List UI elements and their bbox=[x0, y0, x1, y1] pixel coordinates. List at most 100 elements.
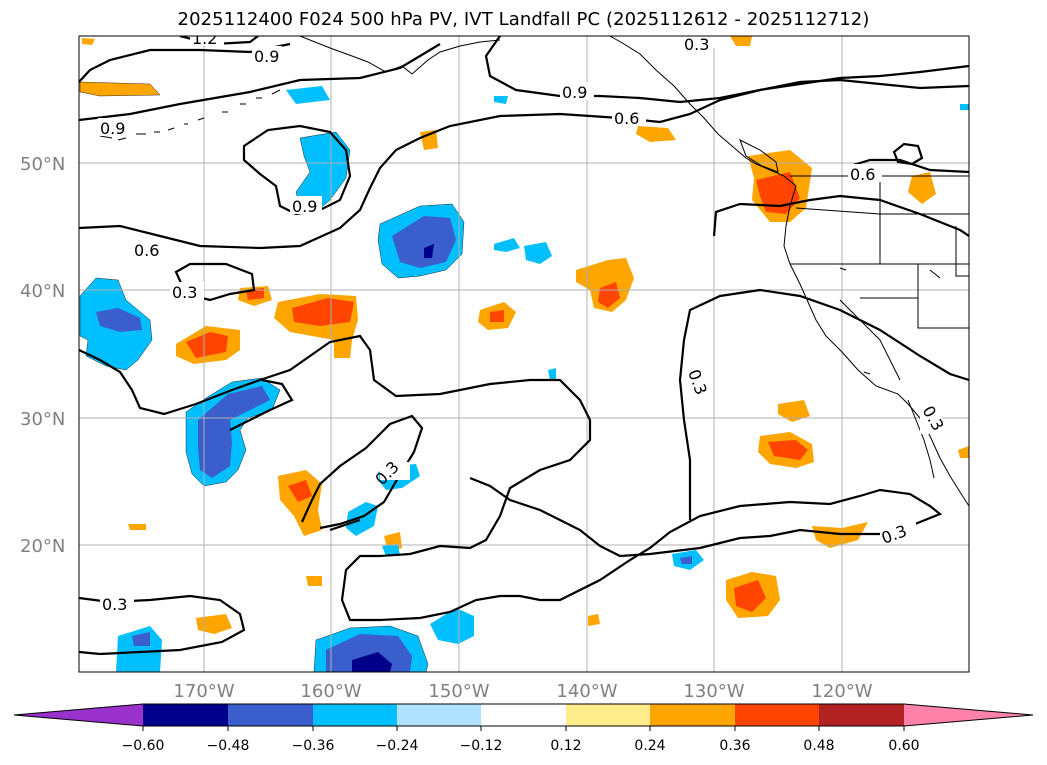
contour-0-6 bbox=[712, 194, 969, 237]
colorbar-label: −0.12 bbox=[460, 738, 503, 754]
contour-label: 0.6 bbox=[850, 165, 875, 184]
lon-label-140w: 140°W bbox=[556, 681, 617, 702]
negative-anomaly-patch bbox=[326, 634, 412, 672]
colorbar-label: 0.12 bbox=[550, 738, 581, 754]
contour-0-3 bbox=[79, 334, 943, 622]
positive-anomaly-patch bbox=[292, 298, 354, 326]
colorbar-label: −0.24 bbox=[376, 738, 419, 754]
contour-ring bbox=[892, 142, 924, 166]
vancouver-island bbox=[739, 138, 779, 173]
map-frame bbox=[78, 35, 970, 673]
contour-0-6 bbox=[79, 78, 969, 250]
negative-anomaly-patch bbox=[286, 86, 330, 104]
colorbar-segment bbox=[650, 704, 735, 726]
colorbar-label: 0.24 bbox=[634, 738, 665, 754]
negative-anomaly-patch bbox=[494, 238, 520, 252]
positive-anomaly-patch bbox=[306, 576, 322, 586]
contour-0-3 bbox=[678, 288, 969, 520]
colorbar-label: 0.48 bbox=[803, 738, 834, 754]
contour-label: 0.3 bbox=[102, 595, 127, 614]
negative-anomaly-patch bbox=[392, 216, 456, 268]
latitude-labels: 50°N 40°N 30°N 20°N bbox=[20, 154, 65, 557]
colorbar-min-extend bbox=[14, 704, 143, 726]
positive-anomaly-patch bbox=[490, 310, 504, 322]
negative-anomaly-patch bbox=[430, 608, 474, 644]
lat-label-50n: 50°N bbox=[20, 154, 65, 175]
contour-0-9 bbox=[242, 124, 352, 216]
colorbar-ticks bbox=[142, 726, 905, 731]
contour-label: 0.9 bbox=[292, 197, 317, 216]
negative-anomaly-patch bbox=[382, 544, 400, 556]
alaska-coastline bbox=[299, 36, 501, 75]
baja-peninsula bbox=[907, 399, 935, 479]
positive-anomaly-patch bbox=[288, 480, 312, 502]
colorbar-label: −0.36 bbox=[292, 738, 335, 754]
colorbar: −0.60 −0.48 −0.36 −0.24 −0.12 0.12 0.24 … bbox=[13, 703, 1034, 754]
positive-anomaly-patch bbox=[79, 81, 161, 97]
contour-0-6 bbox=[849, 158, 969, 174]
pv-contours bbox=[79, 36, 969, 656]
contour-0-3 bbox=[79, 594, 246, 656]
colorbar-segment bbox=[819, 704, 904, 726]
negative-anomaly-patch bbox=[116, 626, 162, 672]
colorbar-segment bbox=[313, 704, 397, 726]
north-america-coastline bbox=[609, 36, 969, 507]
colorbar-segment bbox=[143, 704, 228, 726]
contour-label: 0.9 bbox=[100, 119, 125, 138]
negative-anomaly-patch bbox=[424, 244, 434, 258]
colorbar-segment bbox=[397, 704, 481, 726]
negative-anomaly-patch bbox=[96, 308, 142, 332]
colorbar-segment bbox=[566, 704, 650, 726]
contour-labels: 1.2 0.9 0.9 0.9 0.9 0.6 0.6 0.6 0.3 0.3 … bbox=[98, 35, 948, 614]
colorbar-label: −0.60 bbox=[122, 738, 165, 754]
contour-0-9 bbox=[79, 43, 441, 122]
colorbar-label: 0.60 bbox=[888, 738, 919, 754]
colorbar-segment bbox=[735, 704, 819, 726]
positive-anomaly-patch bbox=[908, 172, 936, 204]
lon-label-160w: 160°W bbox=[300, 681, 361, 702]
positive-anomaly-patch bbox=[196, 614, 232, 634]
contour-label: 0.6 bbox=[614, 109, 639, 128]
positive-anomaly-patch bbox=[730, 36, 752, 46]
colorbar-segment bbox=[228, 704, 313, 726]
longitude-labels: 170°W 160°W 150°W 140°W 130°W 120°W bbox=[173, 681, 872, 702]
positive-anomaly-patch bbox=[636, 126, 676, 142]
positive-anomaly-patch bbox=[82, 38, 95, 45]
colorbar-label: 0.36 bbox=[719, 738, 750, 754]
lon-label-170w: 170°W bbox=[173, 681, 234, 702]
negative-anomaly-patch bbox=[198, 386, 270, 478]
contour-label: 0.6 bbox=[134, 241, 159, 260]
lat-label-30n: 30°N bbox=[20, 409, 65, 430]
positive-anomaly-patch bbox=[588, 614, 600, 626]
negative-anomaly-patch bbox=[960, 104, 969, 110]
contour-0-3 bbox=[329, 518, 361, 532]
negative-anomaly-patch bbox=[524, 242, 552, 264]
contour-0-3 bbox=[300, 414, 424, 530]
contour-label: 0.9 bbox=[254, 47, 279, 66]
negative-anomaly-patch bbox=[132, 632, 150, 646]
contour-label: 0.9 bbox=[562, 83, 587, 102]
positive-anomaly-patch bbox=[420, 130, 438, 150]
colorbar-max-extend bbox=[904, 704, 1033, 726]
negative-anomaly-patch bbox=[548, 368, 556, 380]
negative-anomaly-patch bbox=[680, 556, 692, 564]
contour-label: 0.3 bbox=[684, 35, 709, 54]
contour-0-3 bbox=[229, 378, 294, 431]
positive-anomaly-patch bbox=[576, 258, 634, 312]
colorbar-segment bbox=[481, 704, 566, 726]
positive-anomaly-patch bbox=[778, 400, 810, 422]
contour-label: 0.3 bbox=[172, 283, 197, 302]
lon-label-120w: 120°W bbox=[811, 681, 872, 702]
positive-anomaly-patch bbox=[598, 282, 620, 308]
islands bbox=[839, 267, 941, 375]
lon-label-150w: 150°W bbox=[428, 681, 489, 702]
state-boundaries bbox=[790, 176, 969, 381]
colorbar-label: −0.48 bbox=[207, 738, 250, 754]
positive-anomaly-patch bbox=[958, 446, 969, 458]
positive-anomaly-patch bbox=[186, 332, 228, 358]
lat-label-40n: 40°N bbox=[20, 281, 65, 302]
positive-anomaly-patch bbox=[768, 440, 808, 460]
contour-0-9 bbox=[484, 36, 969, 104]
positive-anomaly-patch bbox=[734, 580, 766, 612]
